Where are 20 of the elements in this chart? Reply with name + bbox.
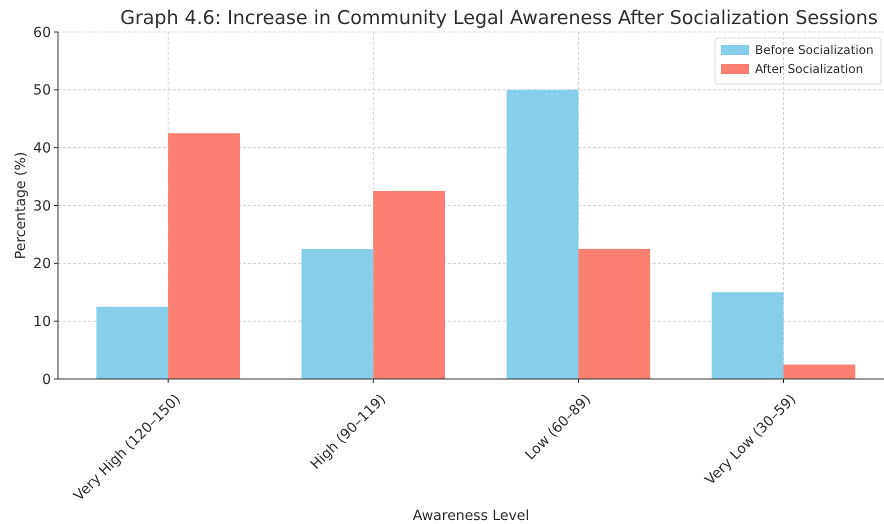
y-tick-label: 20 — [33, 256, 51, 272]
bar — [168, 133, 240, 379]
y-tick-label: 40 — [33, 140, 51, 157]
bar — [712, 292, 784, 379]
bar — [373, 191, 446, 379]
legend-label: After Socialization — [755, 62, 864, 76]
bar — [506, 90, 578, 379]
bar — [578, 248, 650, 379]
bar — [96, 306, 168, 379]
y-tick-label: 30 — [33, 198, 51, 214]
x-axis-title: Awareness Level — [412, 508, 530, 524]
bar — [783, 364, 856, 379]
chart-title: Graph 4.6: Increase in Community Legal Awareness After Socialization Sessions — [120, 7, 878, 29]
y-tick-label: 50 — [33, 82, 51, 99]
bar — [301, 248, 374, 379]
y-tick-label: 60 — [33, 24, 51, 41]
y-axis-title: Percentage (%) — [13, 152, 29, 260]
y-tick-label: 0 — [42, 372, 51, 388]
y-tick-label: 10 — [33, 314, 51, 330]
legend-label: Before Socialization — [755, 43, 874, 58]
